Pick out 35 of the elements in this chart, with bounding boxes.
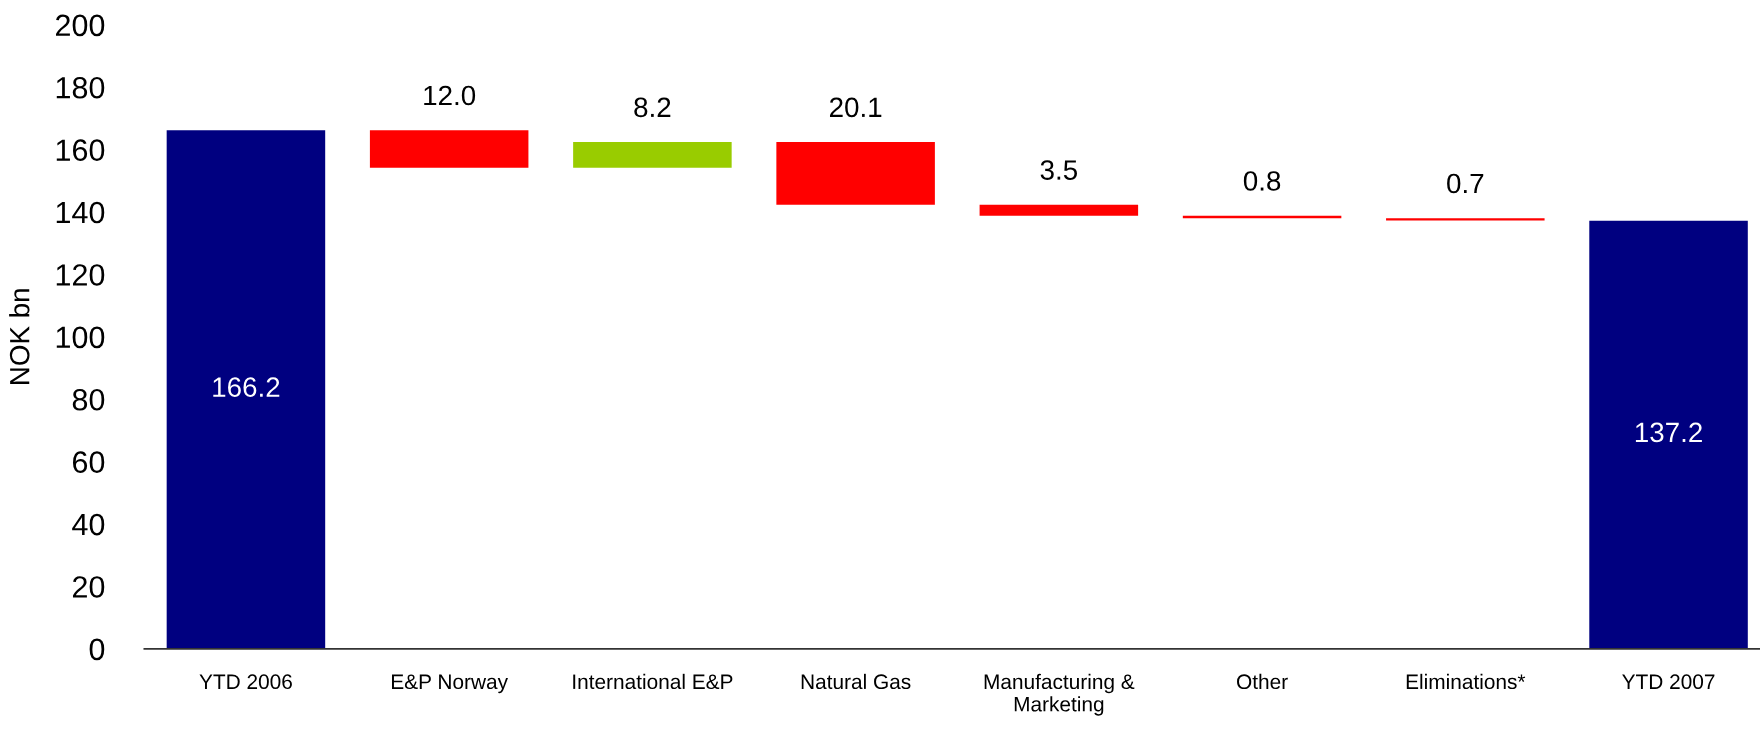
bar — [1589, 220, 1748, 649]
data-label: 166.2 — [213, 377, 280, 397]
x-tick-label: E&P Norway — [392, 674, 508, 694]
y-tick-label: 140 — [56, 201, 105, 224]
y-tick-label: 60 — [73, 451, 105, 473]
y-tick-label: 200 — [55, 14, 105, 37]
y-tick-label: 20 — [72, 576, 105, 598]
x-tick-label: Natural Gas — [801, 673, 911, 690]
bar — [776, 142, 935, 205]
x-tick-label: YTD 2007 — [1622, 674, 1715, 690]
y-axis-title: NOK bn — [9, 289, 30, 384]
y-tick-label: 120 — [56, 264, 105, 286]
data-label: 0.8 — [1243, 171, 1281, 191]
x-tick-label: International E&P — [573, 673, 733, 690]
data-label: 3.5 — [1040, 160, 1077, 180]
x-tick-label: Manufacturing & Marketing — [984, 673, 1135, 716]
data-label: 0.7 — [1447, 173, 1484, 194]
x-tick-label: Other — [1237, 673, 1288, 690]
y-tick-label: 180 — [56, 76, 105, 99]
y-tick-label: 80 — [72, 388, 105, 411]
y-tick-label: 0 — [89, 638, 105, 661]
bar — [573, 142, 732, 168]
y-tick-label: 100 — [56, 326, 105, 349]
data-label: 8.2 — [634, 97, 671, 118]
bar — [1386, 218, 1545, 221]
y-tick-label: 40 — [72, 513, 105, 536]
y-tick-label: 160 — [56, 139, 105, 161]
bar — [166, 130, 326, 649]
x-tick-label: Eliminations* — [1406, 673, 1526, 690]
bar — [369, 130, 529, 168]
bar — [979, 204, 1139, 216]
data-label: 12.0 — [424, 85, 476, 106]
data-label: 20.1 — [829, 97, 882, 118]
x-tick-label: YTD 2006 — [199, 674, 292, 690]
data-label: 137.2 — [1635, 422, 1702, 443]
